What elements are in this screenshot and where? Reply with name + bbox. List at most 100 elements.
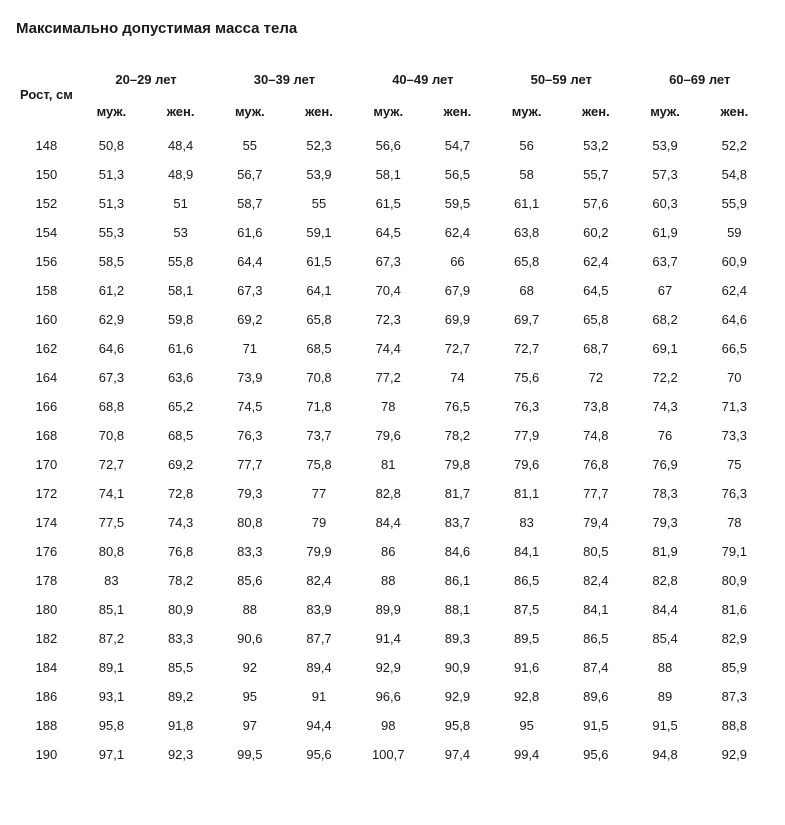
height-cell: 184 xyxy=(16,653,77,682)
data-cell: 51 xyxy=(146,189,215,218)
data-cell: 95 xyxy=(215,682,284,711)
data-cell: 51,3 xyxy=(77,189,146,218)
data-cell: 59,5 xyxy=(423,189,492,218)
data-cell: 84,4 xyxy=(354,508,423,537)
data-cell: 69,7 xyxy=(492,305,561,334)
data-cell: 86 xyxy=(354,537,423,566)
data-cell: 99,5 xyxy=(215,740,284,769)
data-cell: 77,5 xyxy=(77,508,146,537)
data-cell: 70,8 xyxy=(77,421,146,450)
data-cell: 52,2 xyxy=(700,131,769,160)
data-cell: 74,3 xyxy=(630,392,699,421)
data-cell: 48,9 xyxy=(146,160,215,189)
data-cell: 91,6 xyxy=(492,653,561,682)
data-cell: 60,2 xyxy=(561,218,630,247)
data-cell: 87,2 xyxy=(77,624,146,653)
data-cell: 61,6 xyxy=(215,218,284,247)
height-cell: 174 xyxy=(16,508,77,537)
data-cell: 96,6 xyxy=(354,682,423,711)
data-cell: 97,4 xyxy=(423,740,492,769)
data-cell: 91,8 xyxy=(146,711,215,740)
data-cell: 56,7 xyxy=(215,160,284,189)
data-cell: 99,4 xyxy=(492,740,561,769)
data-cell: 100,7 xyxy=(354,740,423,769)
data-cell: 75 xyxy=(700,450,769,479)
data-cell: 78,2 xyxy=(423,421,492,450)
data-cell: 65,8 xyxy=(492,247,561,276)
data-cell: 95,6 xyxy=(561,740,630,769)
data-cell: 58,5 xyxy=(77,247,146,276)
data-cell: 87,7 xyxy=(284,624,353,653)
table-row: 17274,172,879,37782,881,781,177,778,376,… xyxy=(16,479,769,508)
data-cell: 80,8 xyxy=(77,537,146,566)
data-cell: 55,3 xyxy=(77,218,146,247)
gender-f-4: жен. xyxy=(700,97,769,131)
data-cell: 50,8 xyxy=(77,131,146,160)
data-cell: 74,4 xyxy=(354,334,423,363)
data-cell: 62,4 xyxy=(561,247,630,276)
data-cell: 61,6 xyxy=(146,334,215,363)
data-cell: 91 xyxy=(284,682,353,711)
data-cell: 64,4 xyxy=(215,247,284,276)
data-cell: 85,4 xyxy=(630,624,699,653)
data-cell: 64,6 xyxy=(77,334,146,363)
data-cell: 92,8 xyxy=(492,682,561,711)
table-row: 17072,769,277,775,88179,879,676,876,975 xyxy=(16,450,769,479)
data-cell: 89 xyxy=(630,682,699,711)
data-cell: 83,7 xyxy=(423,508,492,537)
data-cell: 56,5 xyxy=(423,160,492,189)
data-cell: 58,7 xyxy=(215,189,284,218)
data-cell: 69,2 xyxy=(215,305,284,334)
data-cell: 58,1 xyxy=(354,160,423,189)
height-cell: 152 xyxy=(16,189,77,218)
table-row: 18489,185,59289,492,990,991,687,48885,9 xyxy=(16,653,769,682)
data-cell: 88 xyxy=(215,595,284,624)
gender-m-0: муж. xyxy=(77,97,146,131)
data-cell: 85,9 xyxy=(700,653,769,682)
data-cell: 89,6 xyxy=(561,682,630,711)
table-row: 15658,555,864,461,567,36665,862,463,760,… xyxy=(16,247,769,276)
table-row: 18895,891,89794,49895,89591,591,588,8 xyxy=(16,711,769,740)
gender-m-4: муж. xyxy=(630,97,699,131)
data-cell: 72,2 xyxy=(630,363,699,392)
data-cell: 64,5 xyxy=(354,218,423,247)
data-cell: 71,8 xyxy=(284,392,353,421)
data-cell: 90,6 xyxy=(215,624,284,653)
gender-m-1: муж. xyxy=(215,97,284,131)
data-cell: 74,3 xyxy=(146,508,215,537)
data-cell: 93,1 xyxy=(77,682,146,711)
data-cell: 67,3 xyxy=(77,363,146,392)
gender-m-3: муж. xyxy=(492,97,561,131)
data-cell: 55 xyxy=(215,131,284,160)
data-cell: 64,1 xyxy=(284,276,353,305)
data-cell: 53,9 xyxy=(284,160,353,189)
data-cell: 80,9 xyxy=(146,595,215,624)
data-cell: 92,9 xyxy=(700,740,769,769)
data-cell: 81,7 xyxy=(423,479,492,508)
data-cell: 54,7 xyxy=(423,131,492,160)
data-cell: 85,1 xyxy=(77,595,146,624)
data-cell: 79 xyxy=(284,508,353,537)
height-cell: 148 xyxy=(16,131,77,160)
data-cell: 79,1 xyxy=(700,537,769,566)
age-group-2: 40–49 лет xyxy=(354,65,492,97)
height-cell: 166 xyxy=(16,392,77,421)
data-cell: 70,8 xyxy=(284,363,353,392)
table-row: 19097,192,399,595,6100,797,499,495,694,8… xyxy=(16,740,769,769)
page-title: Максимально допустимая масса тела xyxy=(16,20,769,37)
data-cell: 71 xyxy=(215,334,284,363)
data-cell: 83,9 xyxy=(284,595,353,624)
table-row: 17477,574,380,87984,483,78379,479,378 xyxy=(16,508,769,537)
height-cell: 164 xyxy=(16,363,77,392)
data-cell: 87,5 xyxy=(492,595,561,624)
data-cell: 53,9 xyxy=(630,131,699,160)
table-row: 16870,868,576,373,779,678,277,974,87673,… xyxy=(16,421,769,450)
data-cell: 68 xyxy=(492,276,561,305)
data-cell: 54,8 xyxy=(700,160,769,189)
data-cell: 79,6 xyxy=(492,450,561,479)
gender-f-2: жен. xyxy=(423,97,492,131)
height-cell: 190 xyxy=(16,740,77,769)
data-cell: 74,5 xyxy=(215,392,284,421)
height-cell: 160 xyxy=(16,305,77,334)
data-cell: 79,3 xyxy=(215,479,284,508)
